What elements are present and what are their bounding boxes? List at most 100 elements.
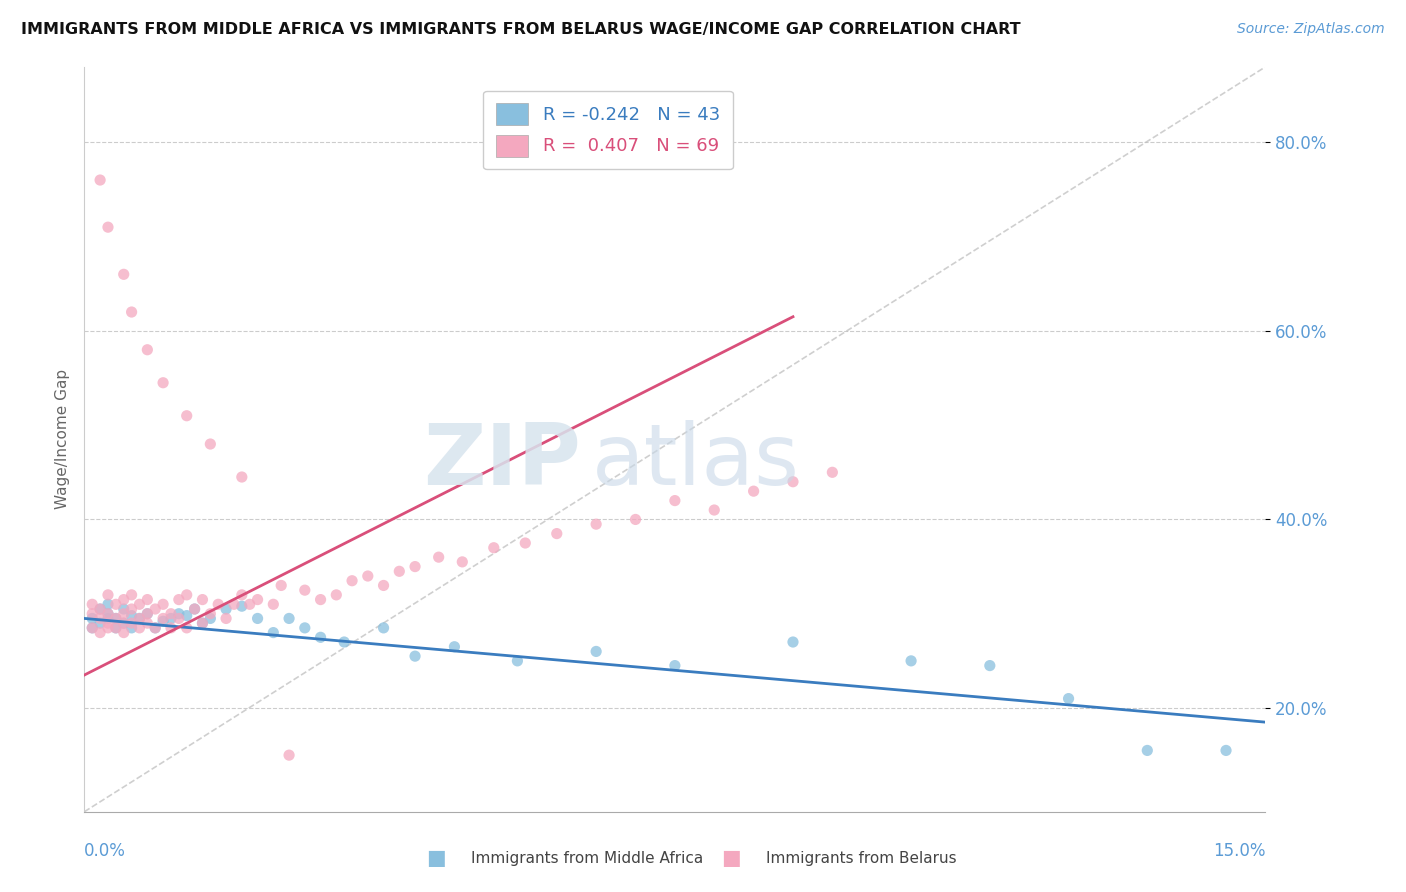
Point bbox=[143, 621, 166, 635]
Point bbox=[373, 621, 395, 635]
Point bbox=[270, 578, 292, 592]
Point bbox=[183, 602, 205, 616]
Point bbox=[222, 597, 245, 611]
Point bbox=[506, 654, 529, 668]
Point bbox=[1136, 743, 1159, 757]
Point bbox=[246, 592, 269, 607]
Point bbox=[294, 583, 316, 598]
Point bbox=[104, 621, 127, 635]
Point bbox=[1057, 691, 1080, 706]
Point bbox=[900, 654, 922, 668]
Text: atlas: atlas bbox=[592, 420, 800, 503]
Point bbox=[404, 649, 426, 664]
Point bbox=[821, 465, 844, 479]
Text: ■: ■ bbox=[721, 848, 741, 868]
Point bbox=[121, 621, 143, 635]
Point bbox=[82, 597, 104, 611]
Point bbox=[373, 578, 395, 592]
Point bbox=[160, 607, 183, 621]
Point bbox=[278, 748, 301, 763]
Point bbox=[664, 658, 686, 673]
Point bbox=[340, 574, 363, 588]
Point bbox=[112, 607, 135, 621]
Point bbox=[160, 621, 183, 635]
Point bbox=[1215, 743, 1237, 757]
Point bbox=[121, 602, 143, 616]
Text: 15.0%: 15.0% bbox=[1213, 842, 1265, 860]
Text: ZIP: ZIP bbox=[423, 420, 581, 503]
Point bbox=[97, 621, 120, 635]
Point bbox=[89, 616, 111, 631]
Point bbox=[97, 607, 120, 621]
Point bbox=[309, 592, 332, 607]
Point bbox=[176, 588, 198, 602]
Point bbox=[309, 630, 332, 644]
Point bbox=[979, 658, 1001, 673]
Text: Source: ZipAtlas.com: Source: ZipAtlas.com bbox=[1237, 22, 1385, 37]
Point bbox=[231, 470, 253, 484]
Point bbox=[136, 616, 159, 631]
Point bbox=[200, 437, 222, 451]
Point bbox=[176, 608, 198, 623]
Point bbox=[664, 493, 686, 508]
Point bbox=[231, 588, 253, 602]
Point bbox=[183, 602, 205, 616]
Point bbox=[515, 536, 537, 550]
Text: 0.0%: 0.0% bbox=[84, 842, 127, 860]
Point bbox=[585, 517, 607, 532]
Point bbox=[82, 607, 104, 621]
Point bbox=[782, 635, 804, 649]
Text: Immigrants from Belarus: Immigrants from Belarus bbox=[766, 851, 957, 865]
Point bbox=[231, 599, 253, 614]
Point bbox=[128, 621, 150, 635]
Point bbox=[82, 621, 104, 635]
Point bbox=[215, 602, 238, 616]
Point bbox=[128, 611, 150, 625]
Point bbox=[443, 640, 465, 654]
Point bbox=[97, 607, 120, 621]
Point bbox=[388, 564, 411, 578]
Point bbox=[191, 592, 214, 607]
Point bbox=[82, 611, 104, 625]
Point bbox=[333, 635, 356, 649]
Point bbox=[89, 611, 111, 625]
Point bbox=[200, 607, 222, 621]
Y-axis label: Wage/Income Gap: Wage/Income Gap bbox=[55, 369, 70, 509]
Point bbox=[262, 625, 284, 640]
Text: IMMIGRANTS FROM MIDDLE AFRICA VS IMMIGRANTS FROM BELARUS WAGE/INCOME GAP CORRELA: IMMIGRANTS FROM MIDDLE AFRICA VS IMMIGRA… bbox=[21, 22, 1021, 37]
Point bbox=[191, 616, 214, 631]
Text: Immigrants from Middle Africa: Immigrants from Middle Africa bbox=[471, 851, 703, 865]
Point bbox=[121, 305, 143, 319]
Point bbox=[128, 597, 150, 611]
Point bbox=[176, 621, 198, 635]
Point bbox=[215, 611, 238, 625]
Point bbox=[152, 597, 174, 611]
Point bbox=[742, 484, 765, 499]
Point bbox=[482, 541, 505, 555]
Point bbox=[143, 602, 166, 616]
Point bbox=[191, 616, 214, 631]
Point bbox=[136, 343, 159, 357]
Point bbox=[143, 621, 166, 635]
Point bbox=[246, 611, 269, 625]
Point bbox=[112, 625, 135, 640]
Point bbox=[546, 526, 568, 541]
Point bbox=[112, 602, 135, 616]
Point bbox=[782, 475, 804, 489]
Point bbox=[167, 607, 190, 621]
Point bbox=[200, 611, 222, 625]
Point bbox=[325, 588, 347, 602]
Point bbox=[262, 597, 284, 611]
Legend: R = -0.242   N = 43, R =  0.407   N = 69: R = -0.242 N = 43, R = 0.407 N = 69 bbox=[484, 91, 733, 169]
Point bbox=[167, 611, 190, 625]
Text: ■: ■ bbox=[426, 848, 446, 868]
Point bbox=[112, 592, 135, 607]
Point bbox=[112, 268, 135, 282]
Point bbox=[104, 611, 127, 625]
Point bbox=[136, 607, 159, 621]
Point bbox=[357, 569, 380, 583]
Point bbox=[152, 614, 174, 628]
Point bbox=[121, 616, 143, 631]
Point bbox=[104, 621, 127, 635]
Point bbox=[136, 592, 159, 607]
